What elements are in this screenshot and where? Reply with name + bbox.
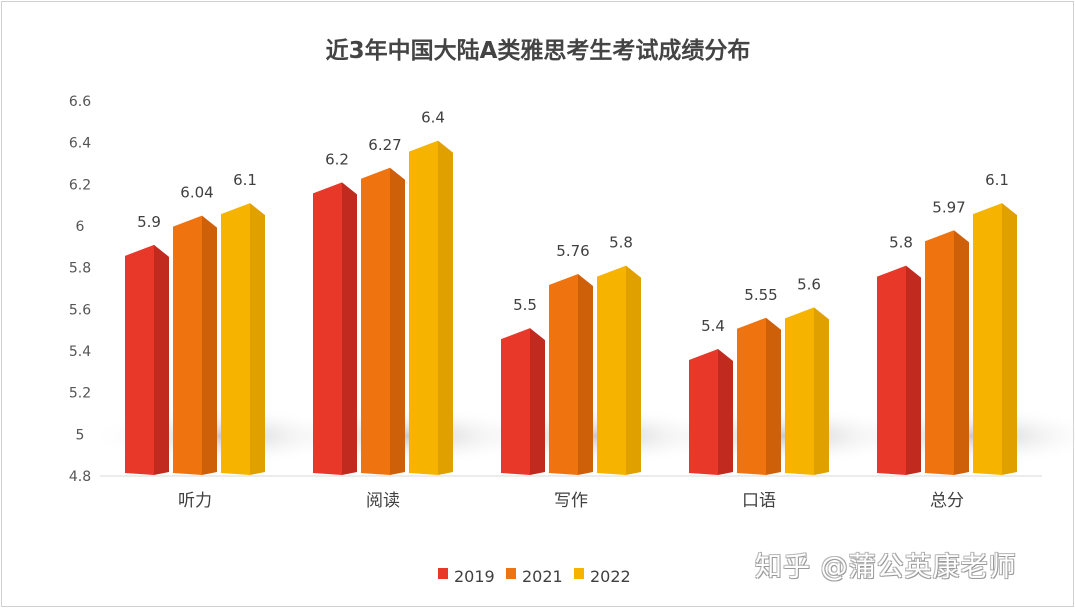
data-label: 5.55 [744,286,777,304]
bar-2022-2: 5.8 [597,234,641,475]
bar-2019-2: 5.5 [501,296,545,475]
bar-front [925,230,954,475]
bar-side [250,203,265,475]
y-tick-label: 5.8 [69,261,91,277]
x-tick-label: 总分 [930,491,964,511]
chart-title: 近3年中国大陆A类雅思考生考试成绩分布 [326,37,751,64]
bar-2021-0: 6.04 [173,184,217,475]
y-tick-label: 6 [76,219,85,235]
bar-side [906,265,921,475]
bar-side [390,167,405,475]
bar-side [154,244,169,475]
x-tick-label: 口语 [742,491,776,511]
bar-front [173,215,202,475]
legend-label: 2022 [590,567,631,586]
bar-2021-2: 5.76 [549,242,593,475]
data-label: 5.6 [797,275,821,293]
bar-2022-4: 6.1 [973,171,1017,475]
bar-2021-1: 6.27 [361,136,405,475]
bar-2019-3: 5.4 [689,317,733,475]
bar-2022-0: 6.1 [221,171,265,475]
bar-side [626,265,641,475]
bar-front [125,244,154,475]
data-label: 6.27 [368,136,401,154]
bar-side [814,307,829,475]
bar-side [438,140,453,475]
data-label: 6.2 [325,150,349,168]
watermark: 知乎 @蒲公英康老师 [755,552,1017,583]
bar-front [313,182,342,476]
data-label: 5.5 [513,296,537,314]
x-tick-label: 写作 [554,491,588,511]
bar-side [342,182,357,476]
y-tick-label: 5.4 [69,344,91,360]
bar-2019-1: 6.2 [313,150,357,476]
bar-front [785,307,814,475]
bar-side [1002,203,1017,475]
bar-side [202,215,217,475]
bar-side [530,328,545,475]
bar-side [718,349,733,475]
bar-front [409,140,438,475]
data-label: 5.97 [932,198,965,216]
bar-front [501,328,530,475]
data-label: 6.1 [233,171,257,189]
bar-side [766,317,781,475]
y-tick-label: 5.2 [69,386,91,402]
data-label: 5.9 [137,213,161,231]
legend-swatch-2021 [506,568,516,579]
data-label: 5.4 [701,317,725,335]
data-label: 5.76 [556,242,589,260]
bar-front [361,167,390,475]
data-label: 6.1 [985,171,1009,189]
data-label: 6.04 [180,184,213,202]
y-tick-label: 6.4 [69,136,91,152]
bar-2022-1: 6.4 [409,109,453,475]
y-tick-label: 6.2 [69,177,91,193]
bar-2019-4: 5.8 [877,234,921,475]
y-tick-label: 5 [76,427,85,443]
legend-swatch-2022 [574,568,584,579]
bar-2022-3: 5.6 [785,275,829,475]
bar-front [877,265,906,475]
x-tick-label: 阅读 [366,491,400,511]
bar-2019-0: 5.9 [125,213,169,475]
bar-2021-4: 5.97 [925,198,969,475]
y-tick-label: 4.8 [69,469,91,485]
bar-front [737,317,766,475]
bar-front [549,274,578,475]
y-tick-label: 5.6 [69,302,91,318]
legend-label: 2021 [522,567,563,586]
bar-2021-3: 5.55 [737,286,781,475]
data-label: 6.4 [421,109,445,127]
bar-side [578,274,593,475]
bar-front [689,349,718,475]
data-label: 5.8 [889,234,913,252]
bar-front [973,203,1002,475]
x-tick-label: 听力 [178,491,212,511]
legend-label: 2019 [454,567,495,586]
data-label: 5.8 [609,234,633,252]
bar-front [597,265,626,475]
bar-front [221,203,250,475]
legend-swatch-2019 [438,568,448,579]
bar-side [954,230,969,475]
y-tick-label: 6.6 [69,94,91,110]
